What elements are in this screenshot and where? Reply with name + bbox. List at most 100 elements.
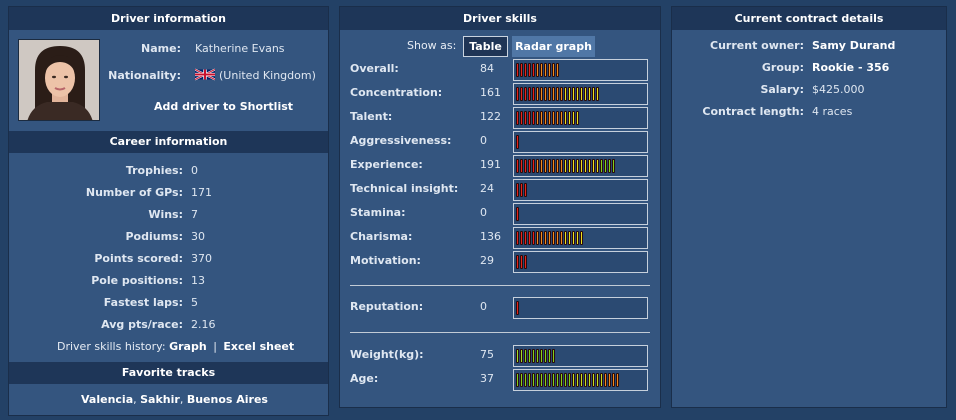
skill-row: Age: 37 bbox=[340, 369, 660, 391]
skill-bar-segment bbox=[592, 373, 595, 387]
skill-value: 122 bbox=[480, 110, 501, 123]
skill-bar-segment bbox=[528, 159, 531, 173]
skill-bar-segment bbox=[612, 159, 615, 173]
skill-bar-segment bbox=[552, 231, 555, 245]
favorite-tracks-list: Valencia, Sakhir, Buenos Aires bbox=[81, 392, 268, 408]
career-value: 171 bbox=[191, 186, 212, 199]
skill-bar-segment bbox=[576, 111, 579, 125]
skill-bar-segment bbox=[524, 87, 527, 101]
skill-bar-segment bbox=[564, 373, 567, 387]
skill-bar-segment bbox=[576, 373, 579, 387]
skill-bar-segment bbox=[532, 111, 535, 125]
contract-group-link[interactable]: Rookie - 356 bbox=[812, 61, 890, 74]
contract-owner-link[interactable]: Samy Durand bbox=[812, 39, 896, 52]
skill-bar bbox=[513, 203, 648, 225]
name-label: Name: bbox=[141, 42, 181, 55]
skill-bar-segment bbox=[528, 231, 531, 245]
skill-bar-segment bbox=[572, 373, 575, 387]
skill-bar-segment bbox=[604, 373, 607, 387]
skill-bar-segment bbox=[612, 373, 615, 387]
skill-bar-segment bbox=[516, 207, 519, 221]
divider bbox=[350, 285, 650, 286]
skills-history-excel-link[interactable]: Excel sheet bbox=[223, 340, 295, 353]
skill-value: 75 bbox=[480, 348, 494, 361]
skill-bar-segment bbox=[516, 63, 519, 77]
skill-bar-segment bbox=[568, 159, 571, 173]
skill-bar-segment bbox=[524, 183, 527, 197]
skill-bar-segment bbox=[516, 255, 519, 269]
skill-bar-segment bbox=[540, 111, 543, 125]
skill-bar-segment bbox=[572, 87, 575, 101]
skill-bar-segment bbox=[528, 63, 531, 77]
contract-salary-value: $425.000 bbox=[812, 83, 865, 96]
table-view-button[interactable]: Table bbox=[463, 36, 508, 57]
contract-details-panel: Current contract details Current owner: … bbox=[671, 6, 947, 408]
skill-bar-segment bbox=[592, 159, 595, 173]
skill-bar-segment bbox=[560, 87, 563, 101]
skill-bar-segment bbox=[516, 301, 519, 315]
skill-row: Overall: 84 bbox=[340, 59, 660, 81]
skill-bar bbox=[513, 59, 648, 81]
skill-bar-segment bbox=[556, 63, 559, 77]
skill-bar-segment bbox=[568, 231, 571, 245]
career-row-trophies: Trophies: 0 bbox=[9, 163, 330, 179]
skill-bar-segment bbox=[516, 183, 519, 197]
skill-bar-segment bbox=[600, 373, 603, 387]
skill-bar-segment bbox=[580, 87, 583, 101]
contract-length-value: 4 races bbox=[812, 105, 853, 118]
skill-bar-segment bbox=[528, 373, 531, 387]
skill-bar-segment bbox=[568, 87, 571, 101]
track-link[interactable]: Sakhir bbox=[140, 393, 180, 406]
skill-bar-segment bbox=[572, 111, 575, 125]
skill-bar-segment bbox=[516, 231, 519, 245]
skill-value: 191 bbox=[480, 158, 501, 171]
skill-bar-segment bbox=[616, 373, 619, 387]
skill-bar-segment bbox=[564, 87, 567, 101]
skill-bar-segment bbox=[600, 159, 603, 173]
contract-row-group: Group: Rookie - 356 bbox=[672, 60, 948, 76]
skill-row: Stamina: 0 bbox=[340, 203, 660, 225]
skill-bar-segment bbox=[516, 349, 519, 363]
skill-bar-segment bbox=[560, 373, 563, 387]
skill-bar-segment bbox=[532, 231, 535, 245]
track-separator: , bbox=[133, 393, 141, 406]
skill-bar-segment bbox=[544, 111, 547, 125]
driver-portrait-icon bbox=[19, 40, 99, 120]
skill-bar-segment bbox=[540, 63, 543, 77]
skill-bar bbox=[513, 155, 648, 177]
skill-bar-segment bbox=[524, 373, 527, 387]
contract-label: Contract length: bbox=[702, 105, 804, 118]
track-link[interactable]: Valencia bbox=[81, 393, 134, 406]
skill-label: Technical insight: bbox=[350, 182, 459, 195]
skills-history-graph-link[interactable]: Graph bbox=[169, 340, 207, 353]
career-label: Fastest laps: bbox=[103, 296, 183, 309]
skill-bar-segment bbox=[564, 159, 567, 173]
uk-flag-icon bbox=[195, 68, 215, 81]
skill-label: Weight(kg): bbox=[350, 348, 424, 361]
career-row-podiums: Podiums: 30 bbox=[9, 229, 330, 245]
skill-bar-segment bbox=[596, 159, 599, 173]
skill-bar-segment bbox=[520, 111, 523, 125]
skill-bar-segment bbox=[576, 159, 579, 173]
track-link[interactable]: Buenos Aires bbox=[186, 393, 268, 406]
driver-photo bbox=[18, 39, 100, 121]
skill-value: 136 bbox=[480, 230, 501, 243]
show-as-toggle: Show as: Table Radar graph bbox=[340, 36, 660, 58]
skill-bar-segment bbox=[552, 87, 555, 101]
favorite-tracks-header: Favorite tracks bbox=[9, 362, 328, 384]
career-label: Trophies: bbox=[125, 164, 183, 177]
skill-bar-segment bbox=[516, 111, 519, 125]
skill-bar-segment bbox=[556, 87, 559, 101]
radar-graph-button[interactable]: Radar graph bbox=[512, 36, 595, 57]
skill-bar-segment bbox=[536, 63, 539, 77]
skill-bar-segment bbox=[580, 231, 583, 245]
career-row-wins: Wins: 7 bbox=[9, 207, 330, 223]
skill-bar-segment bbox=[544, 63, 547, 77]
skill-bar-segment bbox=[540, 373, 543, 387]
skill-bar-segment bbox=[560, 159, 563, 173]
career-value: 13 bbox=[191, 274, 205, 287]
skill-value: 37 bbox=[480, 372, 494, 385]
add-to-shortlist-link[interactable]: Add driver to Shortlist bbox=[154, 100, 294, 113]
skill-bar-segment bbox=[524, 159, 527, 173]
skill-label: Motivation: bbox=[350, 254, 421, 267]
